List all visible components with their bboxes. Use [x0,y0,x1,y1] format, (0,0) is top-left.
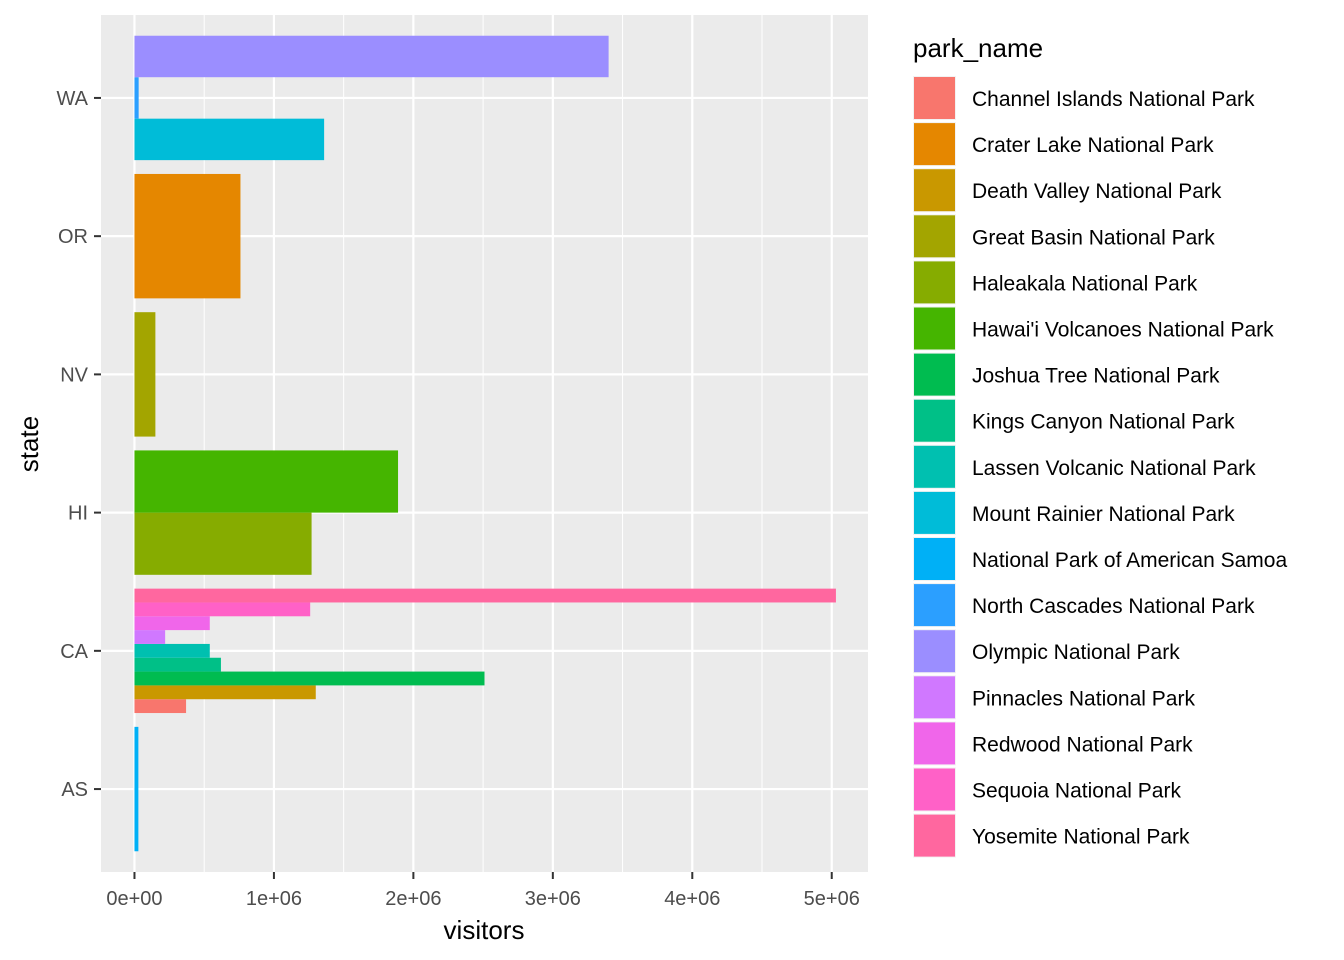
bar-ca-kings-canyon-national-park [134,657,221,672]
legend-swatch [914,676,955,719]
bars [134,35,836,852]
bar-hi-haleakala-national-park [134,512,312,575]
x-tick-label: 0e+00 [106,888,162,910]
legend-label: Kings Canyon National Park [972,411,1235,434]
bar-ca-channel-islands-national-park [134,699,187,714]
legend-title: park_name [913,33,1043,63]
x-tick-label: 1e+06 [246,888,302,910]
x-axis: 0e+00 1e+06 2e+06 3e+06 4e+06 5e+06 [106,872,860,910]
bar-wa-north-cascades-national-park [134,77,139,119]
bar-or-crater-lake-national-park [134,173,241,299]
legend-label: Death Valley National Park [972,180,1222,203]
bar-ca-lassen-volcanic-national-park [134,643,210,658]
legend-label: Crater Lake National Park [972,134,1214,157]
legend-label: North Cascades National Park [972,595,1255,618]
legend-swatch [914,768,955,811]
legend-swatch [914,630,955,673]
legend-swatch [914,584,955,627]
y-tick-label: OR [58,226,88,248]
legend-swatch [914,814,955,857]
x-axis-title: visitors [444,915,525,945]
legend-label: Olympic National Park [972,641,1180,664]
legend-swatch [914,77,955,119]
legend: park_name Channel Islands National Park C… [913,33,1287,858]
legend-swatch [914,261,955,304]
legend-swatch [914,538,955,580]
bar-ca-redwood-national-park [134,616,210,631]
y-tick-label: HI [68,503,88,525]
bar-ca-sequoia-national-park [134,602,311,617]
bar-wa-olympic-national-park [134,35,609,78]
legend-swatch [914,169,955,212]
bar-hi-hawai-i-volcanoes-national-park [134,450,399,513]
x-tick-label: 3e+06 [525,888,581,910]
legend-label: National Park of American Samoa [972,549,1287,572]
x-tick-label: 4e+06 [664,888,720,910]
legend-label: Mount Rainier National Park [972,503,1235,526]
bar-as-national-park-of-american-samoa [134,726,139,852]
y-tick-label: CA [60,641,88,663]
legend-swatch [914,215,955,258]
legend-swatch [914,722,955,765]
legend-swatch [914,307,955,350]
y-axis: AS CA HI NV OR WA [57,88,101,801]
bar-ca-joshua-tree-national-park [134,671,485,686]
legend-label: Sequoia National Park [972,780,1181,803]
legend-swatch [914,123,955,166]
legend-label: Haleakala National Park [972,272,1198,295]
legend-label: Lassen Volcanic National Park [972,457,1256,480]
bar-ca-pinnacles-national-park [134,630,166,644]
x-tick-label: 5e+06 [804,888,860,910]
legend-label: Joshua Tree National Park [972,365,1220,388]
y-tick-label: WA [57,88,89,110]
bar-ca-yosemite-national-park [134,588,836,603]
legend-label: Pinnacles National Park [972,687,1195,710]
y-tick-label: NV [60,364,88,386]
legend-swatch [914,353,955,396]
bar-nv-great-basin-national-park [134,312,156,437]
y-axis-title: state [14,416,44,472]
legend-swatch [914,445,955,488]
y-tick-label: AS [61,779,88,801]
legend-label: Hawai'i Volcanoes National Park [972,319,1274,342]
x-tick-label: 2e+06 [385,888,441,910]
legend-label: Redwood National Park [972,733,1193,756]
bar-wa-mount-rainier-national-park [134,118,325,161]
legend-label: Yosemite National Park [972,826,1190,849]
legend-swatch [914,491,955,534]
legend-label: Channel Islands National Park [972,88,1255,111]
legend-swatch [914,399,955,442]
bar-ca-death-valley-national-park [134,685,316,700]
legend-label: Great Basin National Park [972,226,1215,249]
